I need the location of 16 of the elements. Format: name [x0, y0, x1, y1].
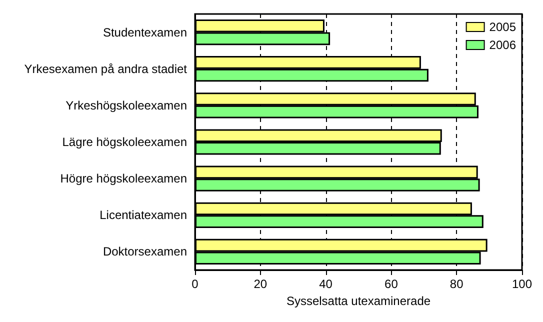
y-tick-label: Högre högskoleexamen [60, 172, 187, 186]
y-tick-label: Studentexamen [102, 25, 187, 40]
y-tick-label: Lägre högskoleexamen [62, 135, 187, 149]
legend-label: 2005 [489, 20, 516, 34]
x-tick-label: 100 [512, 277, 532, 291]
legend-label: 2006 [489, 38, 516, 52]
y-tick-label: Yrkesexamen på andra stadiet [24, 62, 188, 76]
x-axis-title: Sysselsatta utexaminerade [286, 294, 431, 308]
x-tick-label: 0 [192, 277, 199, 291]
y-tick-label: Licentiatexamen [100, 208, 187, 222]
x-tick-label: 40 [319, 277, 333, 291]
x-tick-label: 60 [384, 277, 398, 291]
y-tick-label: Doktorsexamen [102, 244, 187, 259]
x-tick-label: 80 [450, 277, 464, 291]
x-tick-label: 20 [254, 277, 268, 291]
y-tick-label: Yrkeshögskoleexamen [66, 98, 187, 112]
